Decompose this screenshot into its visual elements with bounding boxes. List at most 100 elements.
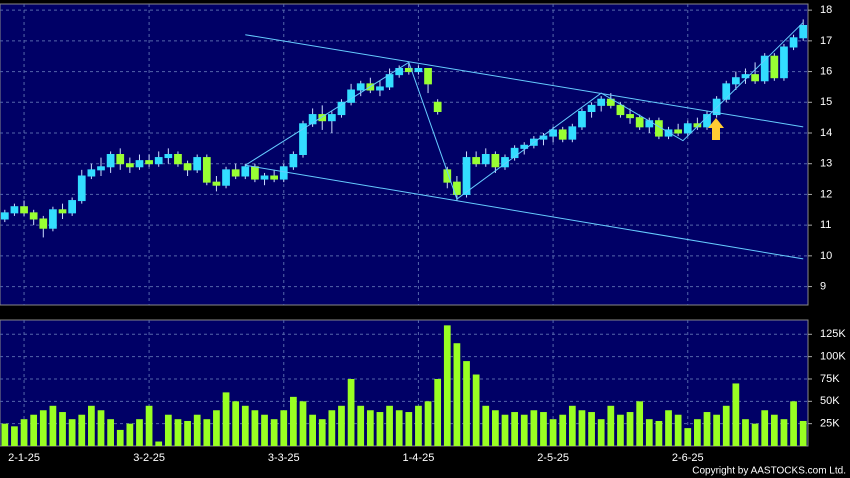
volume-bar: [655, 420, 663, 446]
candle-body: [760, 55, 769, 82]
volume-bar: [78, 414, 86, 446]
y-tick-label: 16: [820, 65, 832, 77]
candle-body: [260, 175, 269, 180]
y2-tick-label: 25K: [820, 418, 840, 430]
volume-bar: [213, 410, 220, 446]
volume-bar: [338, 405, 345, 446]
volume-bar: [174, 419, 182, 446]
volume-bar: [463, 361, 470, 446]
candle-body: [0, 212, 9, 220]
volume-bar: [39, 410, 47, 446]
candle-body: [231, 169, 240, 177]
volume-bar: [136, 419, 143, 446]
volume-bar: [116, 429, 124, 446]
y2-tick-label: 75K: [820, 373, 840, 385]
x-tick-label: 2-5-25: [537, 452, 569, 464]
candle-body: [462, 157, 471, 195]
volume-bar: [799, 420, 807, 446]
x-tick-label: 1-4-25: [403, 452, 435, 464]
candle-body: [414, 68, 423, 73]
candle-body: [510, 147, 519, 159]
y-tick-label: 15: [820, 96, 832, 108]
candle-body: [799, 25, 808, 39]
volume-bar: [761, 410, 769, 446]
volume-bar: [232, 401, 240, 446]
trend-line: [245, 22, 804, 200]
volume-bar: [395, 410, 403, 446]
candle-body: [97, 166, 105, 171]
volume-bar: [261, 414, 268, 446]
y-tick-label: 9: [820, 280, 826, 292]
volume-bar: [366, 410, 374, 446]
volume-bar: [347, 378, 355, 446]
volume-bar: [126, 423, 134, 446]
volume-bar: [328, 410, 336, 446]
candle-body: [337, 101, 346, 116]
volume-bar: [780, 419, 788, 446]
candle-body: [327, 114, 336, 122]
volume-bar: [501, 414, 509, 446]
candle-body: [731, 77, 740, 85]
candle-body: [39, 218, 48, 229]
x-tick-label: 2-6-25: [672, 452, 704, 464]
volume-bar: [626, 412, 634, 446]
y-tick-label: 18: [820, 4, 832, 16]
candle-body: [751, 74, 759, 82]
volume-bar: [155, 441, 163, 446]
candle-body: [443, 169, 452, 183]
y-tick-label: 11: [820, 219, 831, 231]
candle-body: [20, 206, 28, 214]
candle-body: [549, 129, 557, 137]
y-tick-label: 14: [820, 127, 832, 139]
candle-body: [491, 154, 500, 168]
volume-panel: [0, 319, 809, 447]
candle-body: [780, 46, 788, 79]
volume-bar: [434, 378, 442, 446]
signal-arrow: [708, 118, 724, 140]
candle-body: [597, 98, 606, 106]
volume-bar: [732, 383, 740, 446]
candle-body: [241, 166, 250, 177]
volume-bar: [107, 419, 114, 446]
y2-tick-label: 50K: [820, 395, 840, 407]
candle-body: [212, 181, 221, 186]
volume-bar: [30, 414, 38, 446]
y-tick-label: 17: [820, 35, 832, 47]
candle-body: [356, 83, 365, 91]
volume-bar: [453, 343, 461, 446]
candle-body: [49, 209, 57, 229]
candle-body: [145, 160, 153, 165]
candle-body: [674, 129, 683, 134]
trend-line: [245, 34, 804, 128]
volume-bar: [790, 401, 797, 446]
volume-bar: [770, 414, 778, 446]
volume-bar: [424, 401, 432, 446]
volume-bar: [617, 414, 624, 446]
candle-body: [174, 154, 182, 165]
candle-body: [193, 157, 202, 171]
candle-body: [29, 212, 38, 220]
candle-body: [279, 166, 288, 180]
volume-bar: [20, 419, 28, 446]
volume-bar: [559, 414, 567, 446]
candle-body: [568, 126, 577, 140]
volume-bar: [59, 412, 66, 446]
candle-body: [472, 157, 481, 165]
volume-bar: [405, 412, 413, 446]
volume-bar: [376, 412, 384, 446]
candle-body: [664, 129, 673, 137]
volume-bar: [415, 405, 422, 446]
candle-body: [635, 117, 644, 128]
candle-body: [424, 68, 432, 85]
candle-body: [770, 55, 779, 79]
volume-bar: [694, 419, 701, 446]
volume-bar: [97, 410, 105, 446]
candle-body: [626, 114, 634, 119]
volume-bar: [492, 410, 499, 446]
y-tick-label: 13: [820, 158, 832, 170]
volume-bar: [665, 410, 672, 446]
volume-bar: [241, 405, 249, 446]
candle-body: [587, 104, 596, 112]
volume-bar: [607, 405, 615, 446]
